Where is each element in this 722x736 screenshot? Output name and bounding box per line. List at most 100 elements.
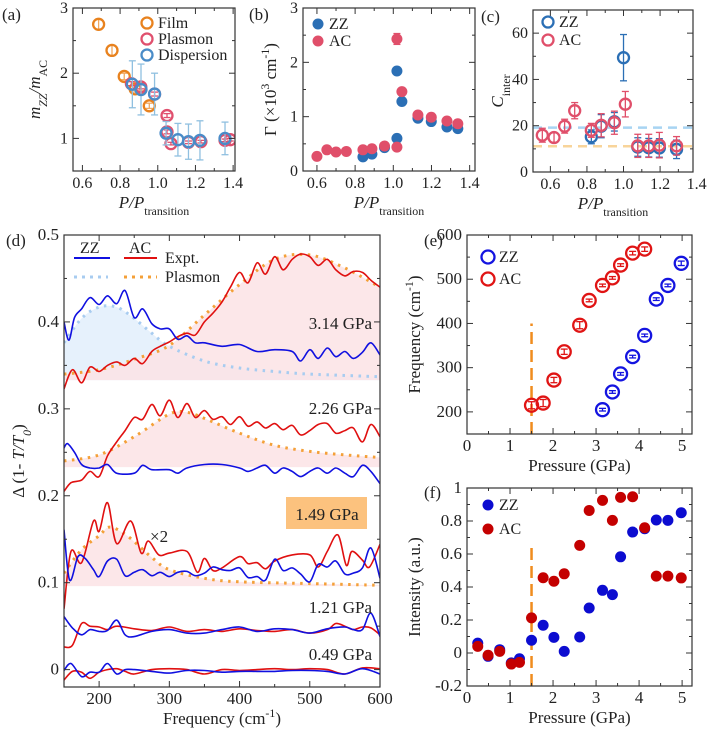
- legend-marker: [480, 249, 496, 265]
- x-tick-label: 4: [635, 436, 644, 455]
- y-tick-label: 500: [437, 269, 463, 288]
- spectrum-curve: [64, 666, 380, 681]
- plasmon-fit-curve: [64, 409, 380, 463]
- plot-area: [64, 252, 380, 681]
- plasmon-fill: [64, 411, 380, 468]
- label-part: ZZ: [36, 93, 50, 107]
- legend-marker: [541, 15, 555, 29]
- label-part: Frequency (cm: [163, 709, 265, 728]
- data-point: [311, 150, 323, 162]
- data-point: [391, 33, 403, 45]
- label-part: T/T: [9, 434, 28, 459]
- legend-marker: [482, 499, 494, 511]
- data-point: [391, 141, 403, 153]
- data-point: [637, 241, 653, 257]
- x-tick-label: 0.6: [72, 175, 92, 192]
- panel-label: (a): [2, 5, 21, 24]
- plot-area: [311, 32, 464, 163]
- data-point: [574, 539, 586, 551]
- x-tick-label: 0: [463, 688, 472, 707]
- series-ac: [535, 90, 684, 159]
- annotation-p314: 3.14 GPa: [309, 314, 373, 333]
- panel-d: (d) 200 300 400 500 600 0 0.1 0.2 0.3 0.4 0.5 Freque…: [6, 225, 393, 728]
- data-point: [624, 348, 641, 365]
- label-part: transition: [144, 204, 189, 218]
- x-tick-label: 5: [678, 688, 687, 707]
- data-point: [612, 366, 629, 382]
- plasmon-fill: [64, 527, 380, 587]
- data-point: [597, 584, 609, 596]
- label-part: P/P: [353, 193, 380, 212]
- y-axis-label: Γ (×103 cm-1): [258, 43, 280, 136]
- data-point: [615, 491, 627, 503]
- plot-frame: [532, 9, 694, 173]
- legend-label: AC: [499, 271, 521, 288]
- x-tick-label: 2: [549, 688, 558, 707]
- y-axis-label: Frequency (cm-1): [402, 275, 424, 393]
- y-tick-label: 0.4: [441, 577, 463, 596]
- spectrum-curve: [64, 442, 380, 485]
- data-point: [412, 109, 424, 121]
- x-tick-label: 1.4: [687, 176, 707, 193]
- y-tick-label: 300: [437, 358, 463, 377]
- x-tick-label: 600: [367, 689, 393, 708]
- label-part: /m: [25, 77, 44, 95]
- data-point: [637, 327, 653, 344]
- plot-frame: [302, 7, 476, 172]
- y-tick-label: 600: [437, 225, 463, 244]
- legend-marker: [140, 32, 154, 46]
- y-tick-label: 0: [290, 163, 298, 180]
- data-point: [537, 572, 549, 584]
- data-point: [391, 65, 403, 77]
- data-point: [379, 140, 391, 152]
- data-point: [330, 146, 342, 158]
- data-point: [134, 82, 148, 97]
- x-tick-label: 1.0: [148, 175, 168, 192]
- x-axis-label: P/Ptransition: [118, 193, 189, 218]
- y-tick-label: 0.6: [441, 544, 462, 563]
- data-point: [537, 619, 549, 631]
- x-tick-label: 1.2: [185, 175, 205, 192]
- plot-area: [533, 33, 693, 160]
- x-tick-label: 200: [86, 689, 112, 708]
- x-tick-label: 300: [157, 689, 183, 708]
- x-axis-label: P/Ptransition: [353, 193, 424, 218]
- series-zz: [594, 255, 689, 418]
- data-point: [482, 649, 494, 661]
- data-point: [513, 656, 525, 668]
- x-tick-label: 400: [227, 689, 253, 708]
- data-point: [452, 118, 464, 130]
- data-point: [546, 372, 562, 388]
- legend-ac: AC: [129, 240, 151, 257]
- data-point: [494, 645, 506, 657]
- label-part: AC: [36, 60, 50, 77]
- data-point: [606, 514, 618, 526]
- y-tick-label: 0.8: [441, 511, 462, 530]
- legend-label: ZZ: [499, 249, 519, 266]
- data-point: [675, 572, 687, 584]
- plasmon-fit-curve: [64, 304, 380, 379]
- data-point: [669, 139, 684, 153]
- data-point: [526, 634, 538, 646]
- x-tick-label: 1.2: [421, 175, 441, 192]
- x-tick-label: 0.8: [577, 176, 597, 193]
- label-part: -1: [402, 281, 416, 291]
- data-point: [147, 87, 162, 101]
- spectrum-curve: [64, 253, 380, 390]
- y-axis-label: Intensity (a.u.): [405, 537, 424, 637]
- series-ac: [472, 491, 687, 670]
- data-point: [558, 568, 570, 580]
- label-part: 0: [20, 430, 34, 436]
- x-tick-label: 2: [549, 436, 558, 455]
- plot-frame: [72, 7, 236, 172]
- x-tick-label: 0.8: [110, 175, 130, 192]
- y-tick-label: 1: [60, 130, 68, 147]
- data-point: [627, 526, 639, 538]
- data-point: [391, 132, 403, 144]
- spectrum-curve: [64, 662, 380, 678]
- legend-label: Plasmon: [158, 31, 213, 48]
- label-part: Γ (×10: [261, 90, 280, 136]
- y-tick-label: 0.2: [441, 610, 462, 629]
- series-dispersion: [125, 60, 232, 161]
